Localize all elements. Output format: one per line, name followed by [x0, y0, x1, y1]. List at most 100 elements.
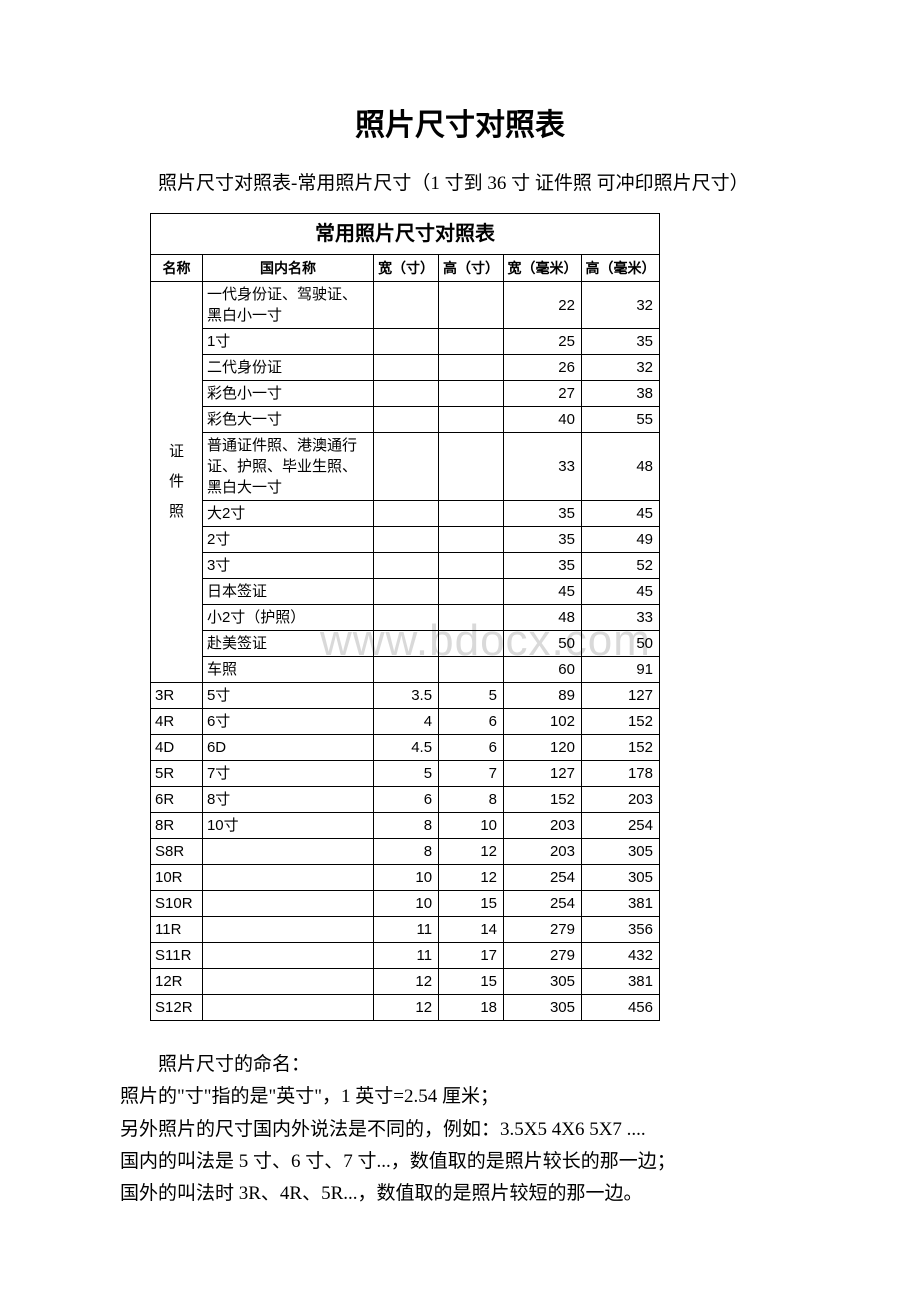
cell-w-mm: 27	[504, 381, 582, 407]
col-w-in-header: 宽（寸）	[374, 255, 439, 282]
cell-w-in: 10	[374, 891, 439, 917]
cell-w-in: 8	[374, 813, 439, 839]
cell-w-mm: 35	[504, 553, 582, 579]
cell-h-in	[439, 381, 504, 407]
table-row: 11R1114279356	[151, 917, 660, 943]
cell-h-mm: 456	[581, 995, 659, 1021]
cell-h-mm: 50	[581, 631, 659, 657]
cell-cn-name: 车照	[202, 657, 373, 683]
cell-h-mm: 32	[581, 355, 659, 381]
cell-name: S8R	[151, 839, 203, 865]
cell-w-mm: 152	[504, 787, 582, 813]
footer-line-4: 国内的叫法是 5 寸、6 寸、7 寸...，数值取的是照片较长的那一边；	[120, 1146, 800, 1178]
cell-h-in	[439, 355, 504, 381]
table-title: 常用照片尺寸对照表	[151, 214, 660, 255]
cell-w-in: 5	[374, 761, 439, 787]
cell-cn-name: 8寸	[202, 787, 373, 813]
cell-cn-name: 3寸	[202, 553, 373, 579]
cell-h-in	[439, 433, 504, 501]
footer-line-1: 照片尺寸的命名：	[120, 1049, 800, 1081]
cell-h-mm: 49	[581, 527, 659, 553]
cell-cn-name	[202, 891, 373, 917]
size-table: 常用照片尺寸对照表 名称 国内名称 宽（寸） 高（寸） 宽（毫米） 高（毫米） …	[150, 213, 660, 1021]
footer-line-5: 国外的叫法时 3R、4R、5R...，数值取的是照片较短的那一边。	[120, 1178, 800, 1210]
table-row: 二代身份证 2632	[151, 355, 660, 381]
cell-w-mm: 254	[504, 865, 582, 891]
cell-w-mm: 33	[504, 433, 582, 501]
cell-name: S12R	[151, 995, 203, 1021]
cell-h-mm: 33	[581, 605, 659, 631]
cell-w-mm: 305	[504, 969, 582, 995]
cell-h-in: 7	[439, 761, 504, 787]
cell-w-in: 4.5	[374, 735, 439, 761]
cell-h-mm: 203	[581, 787, 659, 813]
cell-h-in: 12	[439, 839, 504, 865]
cell-h-in	[439, 553, 504, 579]
cell-name: 4R	[151, 709, 203, 735]
cell-h-mm: 381	[581, 891, 659, 917]
cell-w-in: 11	[374, 917, 439, 943]
cell-h-in: 18	[439, 995, 504, 1021]
table-row: 4D6D4.56120152	[151, 735, 660, 761]
table-row: 2寸3549	[151, 527, 660, 553]
cell-cn-name: 赴美签证	[202, 631, 373, 657]
cell-name: 3R	[151, 683, 203, 709]
cell-h-mm: 32	[581, 282, 659, 329]
cell-cn-name	[202, 943, 373, 969]
cell-cn-name	[202, 995, 373, 1021]
cell-h-mm: 91	[581, 657, 659, 683]
cell-w-in	[374, 553, 439, 579]
cell-h-in	[439, 282, 504, 329]
cell-h-mm: 356	[581, 917, 659, 943]
cell-h-in: 6	[439, 709, 504, 735]
cell-w-in	[374, 381, 439, 407]
cell-h-mm: 127	[581, 683, 659, 709]
cell-h-in	[439, 501, 504, 527]
cell-w-mm: 48	[504, 605, 582, 631]
table-row: S8R812203305	[151, 839, 660, 865]
footer-line-3: 另外照片的尺寸国内外说法是不同的，例如：3.5X5 4X6 5X7 ....	[120, 1114, 800, 1146]
cell-cn-name: 二代身份证	[202, 355, 373, 381]
cell-cn-name: 一代身份证、驾驶证、黑白小一寸	[202, 282, 373, 329]
cell-cn-name: 小2寸（护照）	[202, 605, 373, 631]
cell-w-in: 3.5	[374, 683, 439, 709]
cell-w-mm: 102	[504, 709, 582, 735]
cell-h-mm: 152	[581, 709, 659, 735]
cell-name: 8R	[151, 813, 203, 839]
cell-h-mm: 152	[581, 735, 659, 761]
table-row: 6R8寸68152203	[151, 787, 660, 813]
cell-h-in	[439, 407, 504, 433]
cell-cn-name: 6D	[202, 735, 373, 761]
cell-w-in: 4	[374, 709, 439, 735]
table-row: 赴美签证5050	[151, 631, 660, 657]
table-row: 1寸2535	[151, 329, 660, 355]
cell-w-in	[374, 631, 439, 657]
table-row: 普通证件照、港澳通行证、护照、毕业生照、黑白大一寸3348	[151, 433, 660, 501]
cell-w-mm: 203	[504, 839, 582, 865]
table-row: 彩色小一寸 2738	[151, 381, 660, 407]
table-row: 小2寸（护照） 4833	[151, 605, 660, 631]
cell-w-mm: 203	[504, 813, 582, 839]
cell-w-in	[374, 501, 439, 527]
cell-w-mm: 25	[504, 329, 582, 355]
cell-h-in	[439, 631, 504, 657]
cell-cn-name: 6寸	[202, 709, 373, 735]
cell-w-mm: 279	[504, 917, 582, 943]
cell-cn-name	[202, 969, 373, 995]
cell-h-in	[439, 527, 504, 553]
subtitle: 照片尺寸对照表-常用照片尺寸（1 寸到 36 寸 证件照 可冲印照片尺寸）	[120, 168, 800, 195]
cell-w-mm: 279	[504, 943, 582, 969]
cell-w-in: 10	[374, 865, 439, 891]
cell-cn-name: 大2寸	[202, 501, 373, 527]
cell-h-mm: 432	[581, 943, 659, 969]
cell-h-in	[439, 579, 504, 605]
col-w-mm-header: 宽（毫米）	[504, 255, 582, 282]
cell-cn-name: 彩色小一寸	[202, 381, 373, 407]
cell-w-mm: 26	[504, 355, 582, 381]
id-photo-group-label: 证件照	[151, 282, 203, 683]
cell-h-mm: 38	[581, 381, 659, 407]
cell-h-in: 15	[439, 891, 504, 917]
cell-w-in: 6	[374, 787, 439, 813]
footer-line-2: 照片的"寸"指的是"英寸"，1 英寸=2.54 厘米；	[120, 1081, 800, 1113]
table-container: 常用照片尺寸对照表 名称 国内名称 宽（寸） 高（寸） 宽（毫米） 高（毫米） …	[150, 213, 660, 1021]
